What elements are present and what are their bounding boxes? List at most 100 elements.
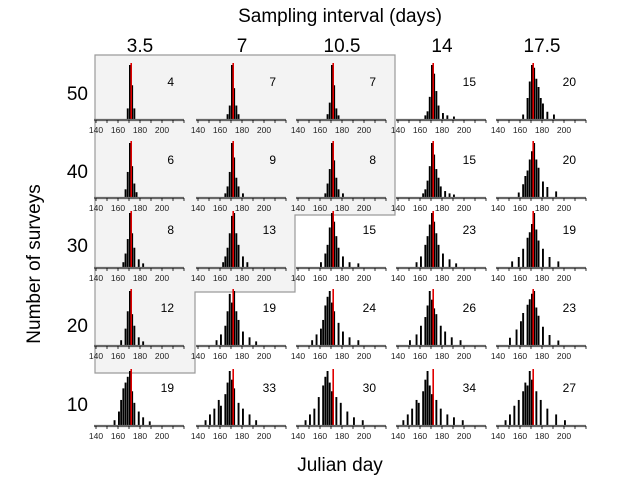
x-tick-label: 180	[435, 351, 449, 361]
hist-bar	[142, 341, 145, 346]
hist-bar	[235, 105, 238, 120]
x-tick-label: 200	[557, 431, 571, 441]
hist-bar	[324, 376, 327, 426]
hist-bar	[126, 311, 129, 346]
hist-bar	[426, 371, 429, 426]
hist-bar	[126, 376, 129, 426]
x-tick-label: 200	[557, 351, 571, 361]
hist-bar	[226, 247, 229, 268]
hist-bar	[204, 420, 207, 426]
hist-bar	[333, 221, 336, 268]
x-tick-label: 140	[89, 431, 103, 441]
hist-bar	[546, 187, 549, 198]
hist-bar	[435, 233, 438, 268]
x-tick-label: 180	[235, 125, 249, 135]
x-tick-label: 180	[133, 273, 147, 283]
hist-bar	[431, 213, 433, 268]
x-tick-label: 140	[391, 125, 405, 135]
hist-bar	[231, 302, 233, 346]
column-labels: 3.5 7 10.5 14 17.5	[127, 36, 561, 57]
hist-bar	[522, 184, 525, 198]
hist-bar	[444, 191, 447, 198]
x-tick-label: 200	[357, 125, 371, 135]
hist-bar	[353, 417, 355, 426]
x-tick-label: 140	[391, 203, 405, 213]
panel-0-0: 140 160 180 200 4	[89, 63, 185, 135]
hist-bar	[415, 262, 418, 268]
panel-count-label: 19	[263, 301, 277, 315]
hist-bar	[526, 98, 529, 120]
hist-bar	[333, 85, 336, 120]
hist-bar	[531, 224, 533, 268]
row-label-4: 10	[67, 395, 88, 416]
hist-bar	[317, 397, 320, 426]
hist-bar	[133, 247, 136, 268]
hist-bar	[357, 340, 360, 346]
panel-count-label: 34	[463, 381, 477, 395]
hist-bar	[333, 311, 336, 346]
hist-bar	[339, 402, 342, 426]
x-tick-label: 140	[491, 431, 505, 441]
x-tick-label: 160	[513, 351, 527, 361]
hist-bar	[235, 177, 238, 198]
hist-bar	[137, 337, 140, 346]
panel-count-label: 23	[463, 223, 477, 237]
panel-count-label: 15	[463, 75, 477, 89]
hist-bar	[433, 154, 436, 198]
x-tick-label: 160	[313, 125, 327, 135]
row-labels: 50 40 30 20 10	[67, 84, 88, 416]
hist-bar	[309, 414, 311, 426]
hist-bar	[324, 253, 327, 268]
panel-4-1: 140 160 180 200 33	[191, 369, 287, 441]
x-tick-label: 140	[89, 203, 103, 213]
hist-bar	[546, 408, 549, 426]
hist-bar	[422, 391, 425, 426]
x-tick-label: 180	[535, 125, 549, 135]
x-tick-label: 200	[257, 273, 271, 283]
hist-bar	[424, 379, 427, 426]
hist-bar	[228, 293, 231, 346]
x-tick-label: 180	[335, 431, 349, 441]
hist-bar	[406, 414, 409, 426]
x-tick-label: 140	[89, 351, 103, 361]
panel-count-label: 19	[563, 223, 577, 237]
panel-1-2: 140 160 180 200 8	[291, 141, 387, 213]
hist-bar	[237, 114, 240, 120]
hist-bar	[231, 65, 233, 120]
hist-bar	[542, 248, 544, 268]
hist-bar	[453, 194, 455, 198]
column-label-2: 10.5	[324, 36, 361, 57]
hist-bar	[331, 391, 333, 426]
top-label: Sampling interval (days)	[238, 6, 442, 27]
hist-bar	[124, 189, 127, 198]
hist-bar	[515, 329, 518, 346]
hist-bar	[242, 256, 244, 268]
hist-bar	[242, 193, 244, 198]
hist-bar	[248, 414, 251, 426]
panel-4-3: 140 160 180 200 34	[391, 369, 487, 441]
panel-0-2: 140 160 180 200 7	[291, 63, 387, 135]
x-tick-label: 160	[513, 273, 527, 283]
x-tick-label: 160	[213, 125, 227, 135]
x-tick-label: 160	[313, 273, 327, 283]
hist-bar	[524, 176, 527, 198]
panel-2-3: 140 160 180 200 23	[391, 211, 487, 283]
hist-bar	[437, 244, 440, 268]
panel-count-label: 20	[563, 153, 577, 167]
y-axis-label: Number of surveys	[24, 184, 45, 343]
hist-bar	[126, 239, 129, 268]
hist-bar	[431, 65, 433, 120]
x-tick-label: 140	[391, 431, 405, 441]
hist-bar	[131, 391, 134, 426]
hist-bar	[126, 171, 129, 198]
panel-4-2: 140 160 180 200 30	[291, 369, 387, 441]
hist-bar	[231, 143, 233, 198]
hist-bar	[233, 291, 236, 346]
column-label-4: 17.5	[524, 36, 561, 57]
x-tick-label: 140	[191, 351, 205, 361]
panel-3-1: 140 160 180 200 19	[191, 289, 287, 361]
hist-bar	[428, 166, 431, 198]
x-tick-label: 160	[413, 273, 427, 283]
